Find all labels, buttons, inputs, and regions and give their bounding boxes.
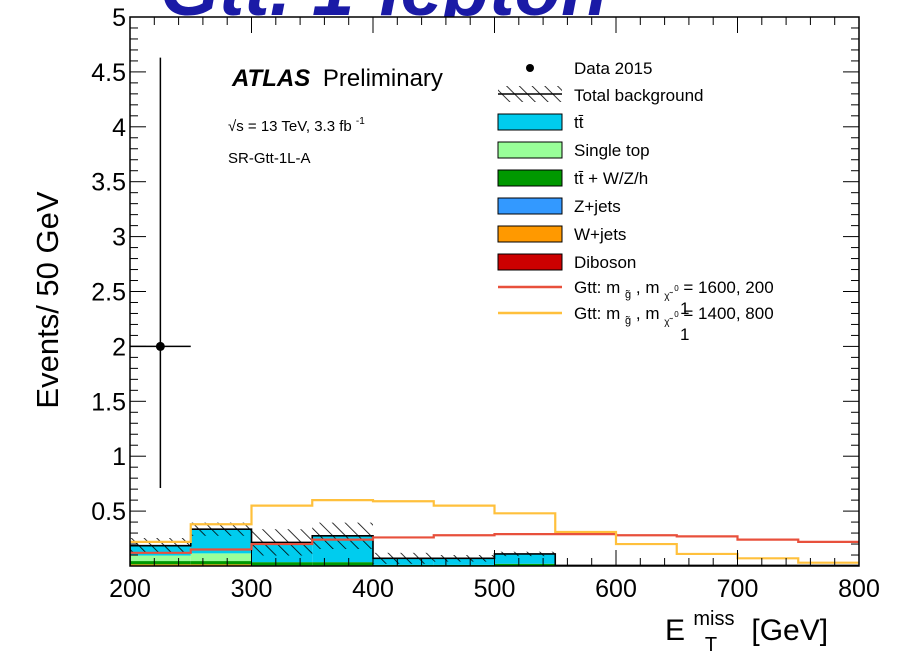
plot-area: [130, 17, 859, 566]
y-axis-title: Events/ 50 GeV: [30, 191, 65, 408]
legend-wjets-label: W+jets: [574, 225, 626, 244]
stack-bar-3-1: [190, 561, 252, 565]
legend-signal-1400-gluino: g̃: [625, 315, 631, 327]
legend-signal-1400-label: Gtt: m g̃ , m χ̃ 0 = 1400, 800: [574, 302, 774, 329]
legend-ttbar-label: tt̄: [574, 113, 584, 132]
legend-signal-1400-mid: , m: [636, 304, 660, 323]
legend-signal-1600-label: Gtt: m g̃ , m χ̃ 0 = 1600, 200: [574, 276, 774, 303]
legend-signal-1600-chi-sup: 0: [674, 284, 679, 293]
x-tick-label-400: 400: [352, 575, 394, 603]
stack-bar-3-3: [312, 562, 373, 566]
y-tick-label-3: 3: [112, 224, 126, 252]
x-axis-title-unit: [GeV]: [751, 614, 828, 647]
y-tick-label-1: 1: [112, 443, 126, 471]
x-axis-title: E miss T [GeV]: [665, 599, 828, 657]
legend-signal-1400-prefix: Gtt: m: [574, 304, 620, 323]
legend-wjets-swatch: [497, 225, 563, 243]
y-tick-label-3.5: 3.5: [91, 169, 126, 197]
legend: Data 2015 Total background tt̄ Single to…: [497, 59, 774, 344]
atlas-label: ATLAS Preliminary: [231, 65, 443, 92]
x-tick-label-300: 300: [231, 575, 273, 603]
legend-signal-1600-chi: χ̃: [664, 291, 673, 302]
legend-signal-1400-chi: χ̃: [664, 317, 673, 328]
legend-ttv-swatch: [497, 169, 563, 187]
legend-data-marker: [526, 64, 534, 72]
region-label: SR-Gtt-1L-A: [228, 150, 311, 167]
y-tick-label-1.5: 1.5: [91, 388, 126, 416]
stack-bar-3-6: [494, 563, 556, 566]
x-axis-title-sup: miss: [693, 608, 734, 630]
stack-bar-4-0: [130, 555, 191, 562]
x-tick-label-500: 500: [474, 575, 516, 603]
legend-ttv-label: tt̄ + W/Z/h: [574, 169, 648, 188]
stack-bar-5-6: [494, 553, 556, 564]
energy-lumi-sup: -1: [356, 116, 365, 127]
x-tick-labels: 200 300 400 500 600 700 800: [109, 575, 880, 603]
legend-signal-1400-value: = 1400, 800: [683, 304, 773, 323]
legend-diboson-swatch: [497, 253, 563, 271]
x-tick-label-200: 200: [109, 575, 151, 603]
y-tick-label-4: 4: [112, 114, 126, 142]
y-tick-label-5: 5: [112, 4, 126, 32]
legend-signal-1600-gluino: g̃: [625, 289, 631, 301]
legend-zjets-swatch: [497, 197, 563, 215]
legend-data-label: Data 2015: [574, 59, 652, 78]
stack-bar-3-0: [130, 561, 191, 565]
legend-signal-1400-chi-sup: 0: [674, 310, 679, 319]
x-axis-title-sub: T: [705, 634, 717, 656]
y-tick-label-4.5: 4.5: [91, 59, 126, 87]
legend-single-top-swatch: [497, 141, 563, 159]
x-axis-title-main: E: [665, 614, 685, 647]
stack-bar-4-1: [190, 553, 252, 562]
x-tick-label-600: 600: [595, 575, 637, 603]
y-tick-labels: 0.5 1 1.5 2 2.5 3 3.5 4 4.5 5: [91, 4, 126, 526]
legend-zjets-label: Z+jets: [574, 197, 621, 216]
legend-ttbar-swatch: [497, 113, 563, 131]
legend-signal-1600-mid: , m: [636, 278, 660, 297]
legend-signal-1400-chi-sub: 1: [680, 325, 689, 344]
signal-curve-0: [130, 533, 859, 554]
legend-single-top-label: Single top: [574, 141, 650, 160]
legend-signal-1600-prefix: Gtt: m: [574, 278, 620, 297]
atlas-logo-text: ATLAS: [231, 65, 310, 92]
x-tick-label-700: 700: [717, 575, 759, 603]
x-tick-label-800: 800: [838, 575, 880, 603]
energy-lumi-label: √s = 13 TeV, 3.3 fb -1: [228, 116, 365, 135]
stack-bar-1-0: [130, 564, 191, 566]
energy-lumi-text: √s = 13 TeV, 3.3 fb: [228, 118, 352, 135]
legend-total-bkg-label: Total background: [574, 86, 703, 105]
stack-bar-1-1: [190, 564, 252, 566]
legend-signal-1600-chi-sub: 1: [680, 299, 689, 318]
stack-bar-3-2: [251, 562, 313, 566]
y-tick-label-2: 2: [112, 333, 126, 361]
y-tick-label-2.5: 2.5: [91, 279, 126, 307]
y-tick-label-0.5: 0.5: [91, 498, 126, 526]
data-point-0: [155, 341, 165, 351]
data-points: [130, 57, 191, 489]
legend-diboson-label: Diboson: [574, 253, 636, 272]
atlas-status: Preliminary: [323, 65, 443, 92]
axis-ticks: [129, 16, 860, 567]
legend-signal-1600-value: = 1600, 200: [683, 278, 773, 297]
